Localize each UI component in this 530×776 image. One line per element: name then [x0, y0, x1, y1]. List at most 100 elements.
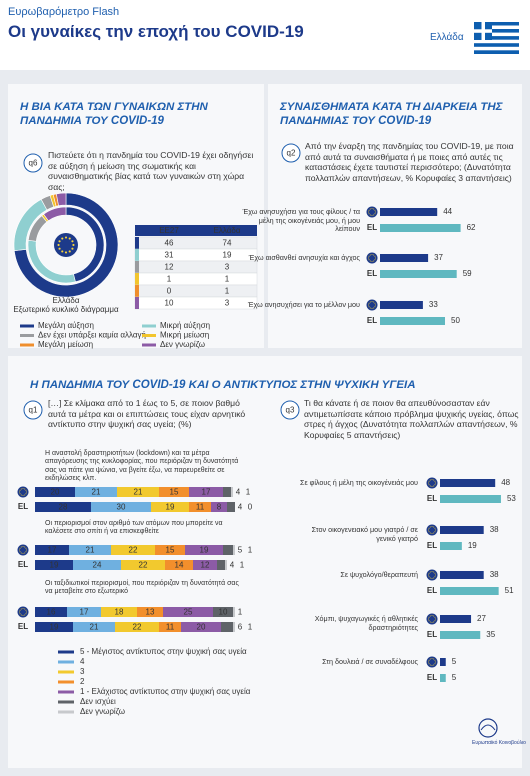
value-label: 59 — [463, 269, 472, 278]
logo-mark — [478, 718, 498, 738]
eu-flag-star — [434, 484, 436, 486]
table-row-color — [135, 249, 139, 261]
legend-label: Μικρή αύξηση — [160, 321, 210, 330]
value-label: 38 — [490, 570, 499, 579]
value-label: 20 — [51, 488, 60, 497]
eu-flag-star — [434, 659, 436, 661]
table-cell: 1 — [225, 275, 230, 284]
eu-flag-star — [434, 616, 436, 618]
eu-flag-star — [19, 489, 21, 491]
value-label: 33 — [429, 300, 438, 309]
legend-swatch — [142, 343, 156, 347]
bar-segment — [163, 607, 213, 617]
legend-swatch — [20, 334, 34, 337]
question-text: Πιστεύετε ότι η πανδημία του COVID-19 έχ… — [48, 150, 254, 193]
legend-label: Δεν έχει υπάρξει καμία αλλαγή — [38, 331, 146, 340]
eu-flag-star — [369, 307, 371, 309]
eu-flag-star — [368, 211, 370, 213]
eu-flag-star — [71, 247, 74, 250]
eu-flag-star — [369, 254, 371, 256]
bar-segment — [211, 502, 227, 512]
donut-caption: Ελλάδα — [53, 296, 80, 305]
eu-flag-star — [25, 489, 27, 491]
eu-flag-star — [20, 552, 22, 554]
eu-flag-star — [371, 307, 373, 309]
legend-swatch — [58, 670, 74, 674]
table-row — [134, 284, 258, 298]
table-row — [134, 248, 258, 262]
value-label: 17 — [202, 488, 211, 497]
value-label: 28 — [59, 503, 68, 512]
value-label: 17 — [80, 608, 89, 617]
value-label: 4 — [238, 503, 243, 512]
row-label: EL — [427, 494, 437, 503]
eu-flag-star — [373, 208, 375, 210]
bar-segment — [35, 545, 69, 555]
value-label: 22 — [139, 561, 148, 570]
eu-flag-star — [434, 527, 436, 529]
eu-flag-star — [64, 251, 68, 254]
bar-segment — [75, 487, 117, 497]
eu-flag-star — [369, 301, 371, 303]
value-label: 48 — [501, 478, 510, 487]
page-title: Οι γυναίκες την εποχή του COVID-19 — [8, 22, 304, 41]
eu-flag-icon — [54, 233, 78, 257]
bar — [440, 615, 472, 623]
eu-flag-star — [431, 485, 433, 487]
value-label: 5 — [238, 546, 243, 555]
value-label: 19 — [166, 503, 175, 512]
eu-flag-star — [429, 621, 431, 623]
eu-flag-star — [19, 491, 21, 493]
eu-flag-star — [428, 480, 430, 482]
table-cell: 12 — [165, 263, 174, 272]
eu-flag-star — [429, 479, 431, 481]
section-title: ΣΥΝΑΙΣΘΗΜΑΤΑ ΚΑΤΑ ΤΗ ΔΙΑΡΚΕΙΑ ΤΗΣ ΠΑΝΔΗΜ… — [280, 101, 503, 128]
eu-flag-icon — [17, 544, 29, 556]
category-label: Έχω ανησυχήσει για τους φίλους / τα μέλη… — [242, 207, 360, 234]
bar-segment — [155, 545, 185, 555]
eu-flag-star — [428, 616, 430, 618]
legend-label: 3 — [80, 667, 85, 676]
eu-flag-icon — [426, 524, 438, 536]
eu-flag-icon — [17, 606, 29, 618]
bar-segment — [159, 487, 189, 497]
bar-segment — [121, 560, 165, 570]
legend-swatch — [20, 343, 34, 347]
category-label: Οι ταξιδιωτικοί περιορισμοί, που περιόρι… — [45, 580, 239, 596]
eu-flag-star — [371, 301, 373, 303]
eu-flag-star — [22, 608, 24, 610]
question-badge — [23, 153, 43, 173]
eu-flag-star — [431, 615, 433, 617]
eu-flag-star — [25, 491, 27, 493]
value-label: 19 — [50, 623, 59, 632]
table-row-color — [135, 237, 139, 249]
bar-segment — [159, 622, 181, 632]
eu-flag-star — [433, 664, 435, 666]
eu-flag-star — [371, 214, 373, 216]
value-label: 1 — [238, 608, 243, 617]
eu-flag-star — [22, 488, 24, 490]
eu-flag-star — [25, 493, 27, 495]
value-label: 17 — [48, 546, 57, 555]
eu-flag-icon — [426, 656, 438, 668]
eu-flag-star — [429, 532, 431, 534]
value-label: 53 — [507, 494, 516, 503]
eu-flag-star — [433, 485, 435, 487]
eu-flag-star — [25, 609, 27, 611]
brand: Ευρωβαρόμετρο Flash — [8, 6, 120, 18]
eu-flag-star — [58, 240, 61, 243]
flag-stripe — [474, 39, 519, 44]
bar-segment — [137, 607, 163, 617]
bar-segment — [35, 607, 67, 617]
eu-flag-star — [433, 658, 435, 660]
category-label: Οι περιορισμοί στον αριθμό των ατόμων πο… — [45, 520, 223, 536]
eu-flag-star — [433, 621, 435, 623]
bar-segment — [189, 487, 223, 497]
question-id: q1 — [29, 406, 38, 415]
bar-segment — [227, 502, 235, 512]
eu-flag-star — [61, 237, 64, 240]
question-text: Από την έναρξη της πανδημίας του COVID-1… — [305, 141, 514, 184]
value-label: 35 — [486, 630, 495, 639]
bar-segment — [91, 502, 151, 512]
bar-segment — [111, 545, 155, 555]
